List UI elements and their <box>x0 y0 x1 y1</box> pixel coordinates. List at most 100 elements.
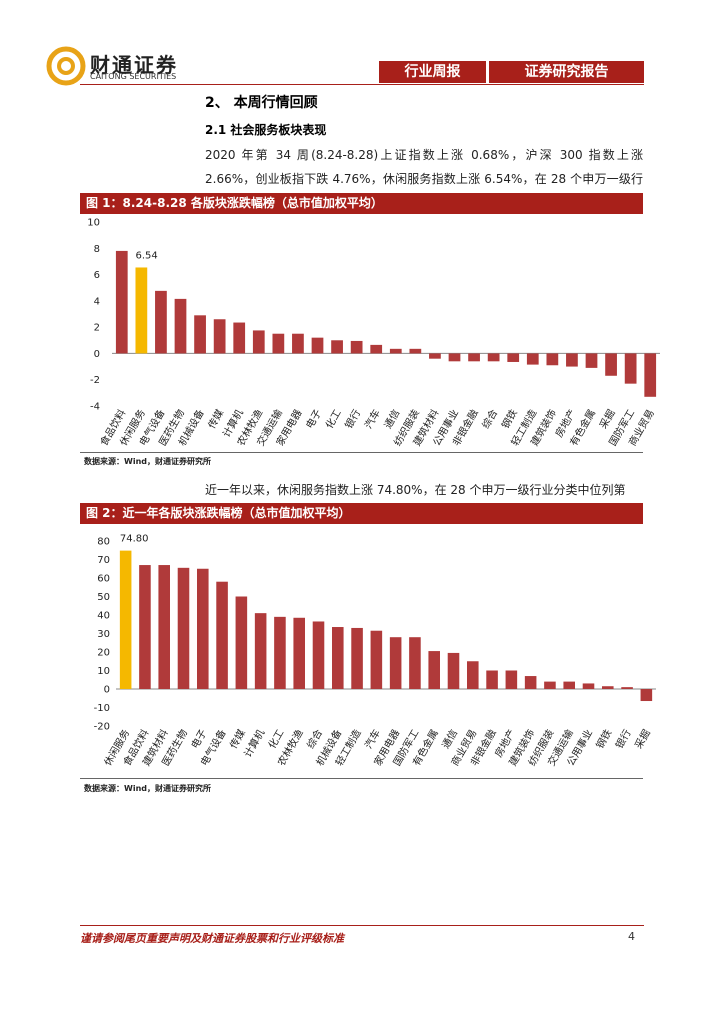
bar <box>350 340 363 354</box>
bar <box>409 637 421 689</box>
y-tick-label: 0 <box>104 685 110 696</box>
y-tick-label: -2 <box>90 375 100 386</box>
bar <box>139 565 151 689</box>
bar <box>254 613 267 689</box>
figure-source: 数据来源：Wind，财通证券研究所 <box>84 784 211 793</box>
y-tick-label: -10 <box>94 703 110 714</box>
bar <box>566 353 578 367</box>
figure-title: 图 2：近一年各版块涨跌幅榜（总市值加权平均） <box>80 503 643 524</box>
bar <box>272 333 285 354</box>
bar <box>507 353 520 362</box>
bar <box>505 670 518 689</box>
y-tick-label: 30 <box>97 629 110 640</box>
figure-rule <box>80 452 643 453</box>
bar <box>119 550 132 689</box>
bar <box>605 353 617 376</box>
report-tag: 证券研究报告 <box>489 61 644 83</box>
bar <box>582 683 595 689</box>
x-tick-label: 通信 <box>440 728 460 751</box>
x-tick-label: 银行 <box>612 727 633 751</box>
x-tick-label: 化工 <box>265 727 286 751</box>
disclaimer: 谨请参阅尾页重要声明及财通证券股票和行业评级标准 <box>80 932 344 945</box>
bar <box>621 687 633 689</box>
y-tick-label: 10 <box>97 666 110 677</box>
y-tick-label: 8 <box>94 244 100 255</box>
bar <box>370 630 383 689</box>
x-tick-label: 传媒 <box>228 728 248 751</box>
bar <box>447 652 460 689</box>
bar <box>448 353 461 362</box>
bar <box>174 298 187 354</box>
bar <box>409 348 422 354</box>
bar <box>115 250 128 354</box>
bar <box>235 596 248 689</box>
report-tag: 行业周报 <box>379 61 486 83</box>
y-tick-label: 50 <box>97 592 110 603</box>
bar <box>233 322 246 354</box>
value-label: 74.80 <box>120 534 149 545</box>
bar <box>544 681 556 689</box>
logo-icon <box>46 46 86 86</box>
x-tick-label: 采掘 <box>632 727 653 751</box>
company-name: 财通证券 <box>90 53 178 77</box>
x-tick-label: 钢铁 <box>593 727 614 751</box>
figure-title: 图 1：8.24-8.28 各版块涨跌幅榜（总市值加权平均） <box>80 193 643 214</box>
bar <box>194 315 206 354</box>
y-tick-label: -20 <box>94 722 110 733</box>
x-tick-label: 汽车 <box>362 727 383 751</box>
y-tick-label: 6 <box>94 270 100 281</box>
bar <box>546 353 559 366</box>
bar <box>429 353 441 359</box>
bar <box>351 627 363 689</box>
bar <box>524 676 537 689</box>
y-tick-label: 10 <box>87 218 100 229</box>
bar <box>389 637 402 689</box>
bar <box>311 337 324 354</box>
bar <box>312 621 325 689</box>
y-tick-label: 60 <box>97 574 110 585</box>
bar <box>252 330 265 354</box>
bar <box>293 617 305 689</box>
bar <box>602 686 614 689</box>
bar <box>370 344 383 354</box>
bar <box>331 340 343 354</box>
y-tick-label: 20 <box>97 648 110 659</box>
y-tick-label: 4 <box>94 296 100 307</box>
bar <box>213 319 226 354</box>
bar <box>292 333 304 354</box>
y-tick-label: 40 <box>97 611 110 622</box>
bar <box>274 616 286 689</box>
bar <box>135 267 148 354</box>
figure-rule <box>80 778 643 779</box>
y-tick-label: 80 <box>97 537 110 548</box>
page-number: 4 <box>628 930 635 943</box>
bar <box>624 353 637 384</box>
section-heading: 2、 本周行情回顾 <box>205 95 318 111</box>
bar <box>332 627 344 689</box>
bar <box>428 651 440 689</box>
bar <box>197 568 209 689</box>
bar <box>177 567 190 689</box>
bar <box>640 689 653 702</box>
chart: -20-1001020304050607080休闲服务74.80食品饮料建筑材料… <box>94 534 656 768</box>
bar <box>468 353 480 362</box>
bar <box>585 353 598 368</box>
bar <box>389 348 402 354</box>
company-name-en: CAITONG SECURITIES <box>90 72 177 81</box>
bar <box>644 353 657 397</box>
bar <box>467 661 479 689</box>
subsection-heading: 2.1 社会服务板块表现 <box>205 123 327 137</box>
y-tick-label: -4 <box>90 402 100 413</box>
value-label: 6.54 <box>135 250 157 261</box>
bar <box>526 353 539 365</box>
bar <box>563 681 575 689</box>
y-tick-label: 70 <box>97 555 110 566</box>
bar <box>155 290 167 354</box>
x-tick-label: 电子 <box>188 727 209 751</box>
footer-rule <box>80 925 644 926</box>
header-rule <box>80 84 644 85</box>
bar <box>487 353 500 362</box>
y-tick-label: 0 <box>94 349 100 360</box>
